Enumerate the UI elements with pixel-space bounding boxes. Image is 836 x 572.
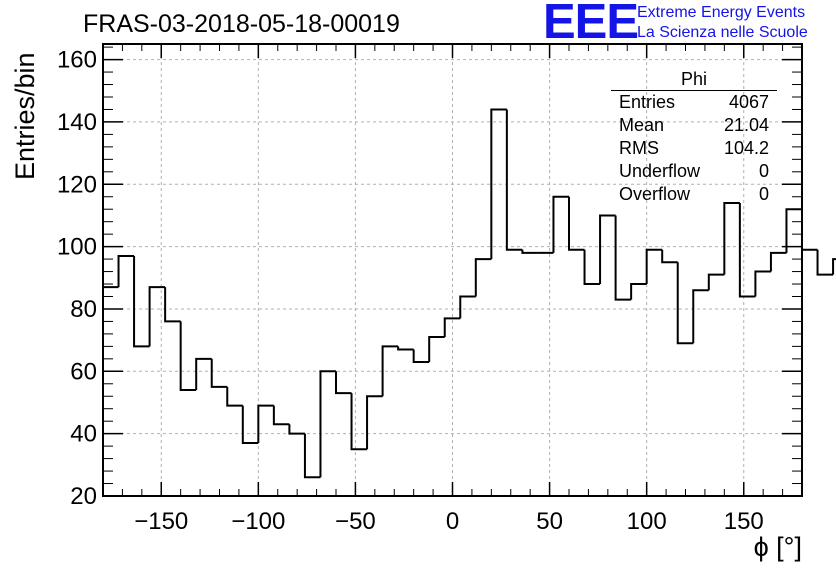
histogram-bin — [832, 258, 836, 275]
histogram-bin — [568, 196, 585, 251]
histogram-bin — [335, 371, 352, 395]
histogram-bin — [723, 201, 740, 275]
stats-label: RMS — [619, 138, 659, 158]
x-tick-label: 50 — [536, 508, 563, 535]
histogram-bin — [210, 358, 228, 388]
x-tick-label: −50 — [335, 508, 376, 535]
stats-value: 0 — [758, 161, 769, 181]
histogram-bin — [272, 405, 290, 426]
chart-title: FRAS-03-2018-05-18-00019 — [83, 10, 400, 38]
histogram-bin — [707, 273, 725, 291]
histogram-bin — [303, 433, 321, 479]
histogram-bin — [319, 370, 336, 478]
y-tick-label: 140 — [57, 109, 97, 136]
histogram-bin — [241, 405, 259, 445]
x-tick-label: −150 — [134, 508, 188, 535]
histogram-bin — [397, 346, 414, 351]
histogram-bin — [754, 270, 771, 297]
histogram-bin — [117, 254, 135, 288]
histogram-bin — [816, 249, 834, 276]
stats-box: Phi Entries 4067 Mean 21.04 RMS 104.2 Un… — [611, 68, 777, 206]
histogram-bin — [179, 321, 197, 392]
histogram-bin — [366, 395, 383, 450]
stats-title: Phi — [611, 68, 777, 91]
x-tick-label: 150 — [724, 508, 764, 535]
axis-tick-labels: −150 −100 −50 0 50 100 150 20 40 60 80 100 120 140 160 — [57, 47, 764, 535]
histogram-bin — [490, 108, 507, 260]
histogram-bin — [288, 424, 305, 435]
stats-value: 0 — [758, 184, 769, 204]
histogram-bin — [505, 109, 523, 251]
histogram-bin — [428, 336, 445, 362]
histogram-bin — [381, 345, 399, 397]
y-tick-label: 160 — [57, 47, 97, 74]
y-axis-label: Entries/bin — [10, 52, 40, 180]
histogram-bin — [443, 317, 461, 338]
stats-row-entries: Entries 4067 — [611, 91, 777, 114]
stats-value: 4067 — [728, 92, 769, 112]
x-tick-label: 0 — [446, 508, 459, 535]
histogram-bin — [257, 404, 274, 444]
histogram-bars — [102, 108, 836, 496]
stats-label: Underflow — [619, 161, 701, 181]
histogram-bin — [801, 209, 818, 251]
histogram-bin — [102, 286, 119, 496]
grid-lines — [103, 44, 802, 497]
y-tick-label: 20 — [70, 483, 97, 510]
stats-row-mean: Mean 21.04 — [611, 114, 777, 137]
histogram-bin — [769, 251, 787, 272]
axis-ticks — [102, 44, 803, 497]
histogram-bin — [133, 255, 150, 348]
y-tick-label: 100 — [57, 234, 97, 261]
eee-logo: EEE — [543, 0, 639, 49]
histogram-bin — [459, 295, 476, 319]
histogram-bin — [412, 349, 430, 363]
histogram-bin — [195, 357, 212, 391]
histogram-bin — [521, 249, 538, 254]
histogram-bin — [614, 215, 632, 301]
stats-label: Overflow — [619, 184, 691, 204]
histogram-bin — [692, 289, 709, 344]
y-tick-label: 40 — [70, 421, 97, 448]
stats-value: 104.2 — [723, 138, 769, 158]
histogram-bin — [164, 287, 181, 323]
stats-label: Entries — [619, 92, 676, 112]
stats-label: Mean — [619, 115, 665, 135]
histogram-bin — [552, 195, 569, 253]
histogram-bin — [738, 202, 756, 298]
y-tick-label: 60 — [70, 358, 97, 385]
histogram-bin — [599, 214, 616, 285]
x-tick-label: 100 — [627, 508, 667, 535]
y-tick-label: 80 — [70, 296, 97, 323]
stats-row-overflow: Overflow 0 — [611, 183, 777, 206]
histogram-bin — [630, 283, 647, 300]
logo-line-2: La Scienza nelle Scuole — [637, 24, 808, 41]
x-tick-label: −100 — [231, 508, 285, 535]
histogram-bin — [661, 249, 678, 264]
histogram-bin — [645, 248, 663, 285]
y-tick-label: 120 — [57, 171, 97, 198]
histogram-bin — [474, 258, 492, 297]
histogram-bin — [676, 262, 694, 345]
stats-value: 21.04 — [723, 115, 769, 135]
x-axis-label: ϕ [°] — [753, 532, 802, 562]
histogram-bin — [350, 393, 368, 451]
stats-row-underflow: Underflow 0 — [611, 160, 777, 183]
stats-row-rms: RMS 104.2 — [611, 137, 777, 160]
histogram-bin — [226, 386, 243, 407]
histogram-bin — [583, 249, 601, 286]
logo-line-1: Extreme Energy Events — [637, 4, 806, 21]
histogram-bin — [148, 286, 166, 347]
